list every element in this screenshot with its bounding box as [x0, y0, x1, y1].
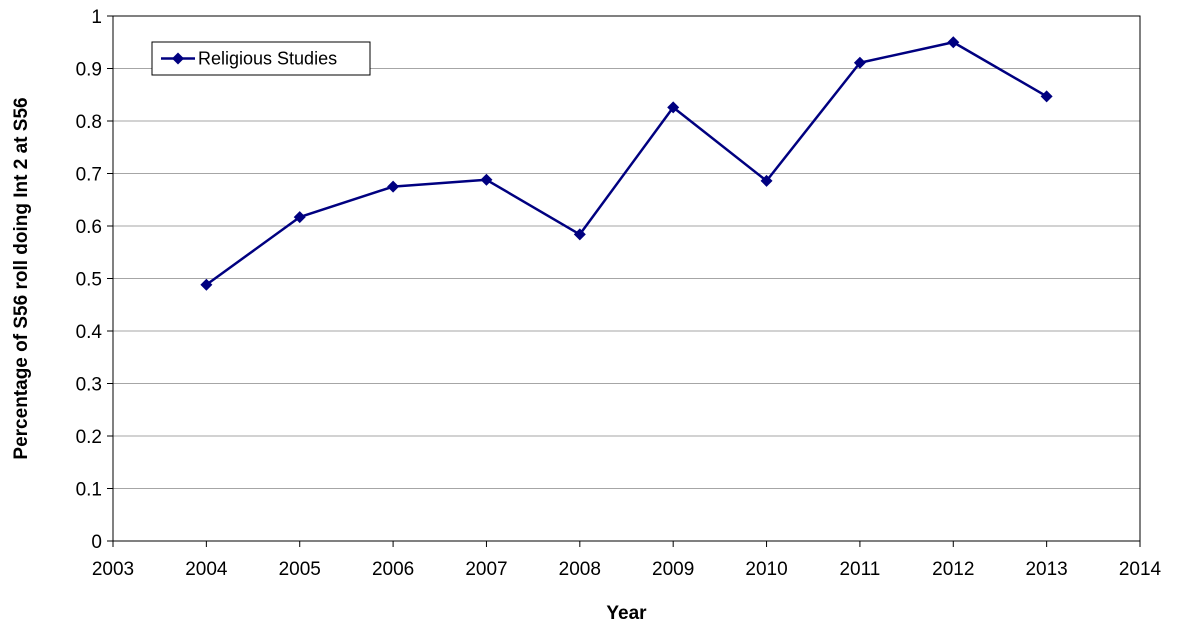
x-tick-label: 2010: [745, 559, 787, 580]
x-tick-label: 2008: [559, 559, 601, 580]
data-point-marker: [387, 180, 400, 193]
y-tick-label: 0.4: [76, 322, 103, 343]
x-tick-label: 2012: [932, 559, 974, 580]
x-tick-label: 2003: [92, 559, 134, 580]
y-tick-label: 0.7: [76, 165, 102, 186]
series-line: [205, 41, 1048, 286]
grid-lines: [113, 68, 1140, 489]
legend-series-marker: [172, 52, 184, 65]
data-point-marker: [480, 173, 493, 186]
y-tick-label: 0.2: [76, 427, 102, 448]
y-tick-label: 0.6: [76, 217, 102, 238]
y-axis-title: Percentage of S56 roll doing Int 2 at S5…: [11, 97, 32, 459]
data-point-marker: [293, 211, 306, 224]
y-tick-label: 0.9: [76, 60, 102, 81]
data-point-marker: [760, 174, 773, 187]
axes: 0 0.1 0.2 0.3 0.4 0.5 0.6 0.7 0.8 0.9 1 2003 2004 200…: [76, 7, 1162, 580]
x-tick-label: 2013: [1025, 559, 1067, 580]
x-tick-label: 2007: [465, 559, 507, 580]
y-tick-label: 0.3: [76, 375, 102, 396]
y-tick-label: 0.5: [76, 270, 102, 291]
series-layer: [200, 36, 1053, 291]
x-tick-label: 2006: [372, 559, 414, 580]
legend: Religious Studies: [151, 41, 371, 76]
x-axis-title: Year: [606, 603, 647, 624]
x-tick-label: 2011: [839, 559, 880, 580]
y-tick-label: 1: [91, 7, 102, 28]
y-tick-label: 0.1: [76, 480, 102, 501]
data-point-marker: [853, 56, 866, 69]
data-point-marker: [573, 228, 586, 241]
y-tick-label: 0: [91, 532, 102, 553]
data-point-marker: [947, 36, 960, 49]
x-tick-label: 2005: [279, 559, 321, 580]
x-tick-label: 2014: [1119, 559, 1162, 580]
data-point-marker: [200, 278, 213, 291]
legend-series-label: Religious Studies: [198, 49, 337, 69]
y-tick-label: 0.8: [76, 112, 102, 133]
x-tick-label: 2009: [652, 559, 694, 580]
data-point-marker: [667, 101, 680, 114]
x-tick-label: 2004: [185, 559, 228, 580]
data-point-marker: [1040, 90, 1053, 103]
